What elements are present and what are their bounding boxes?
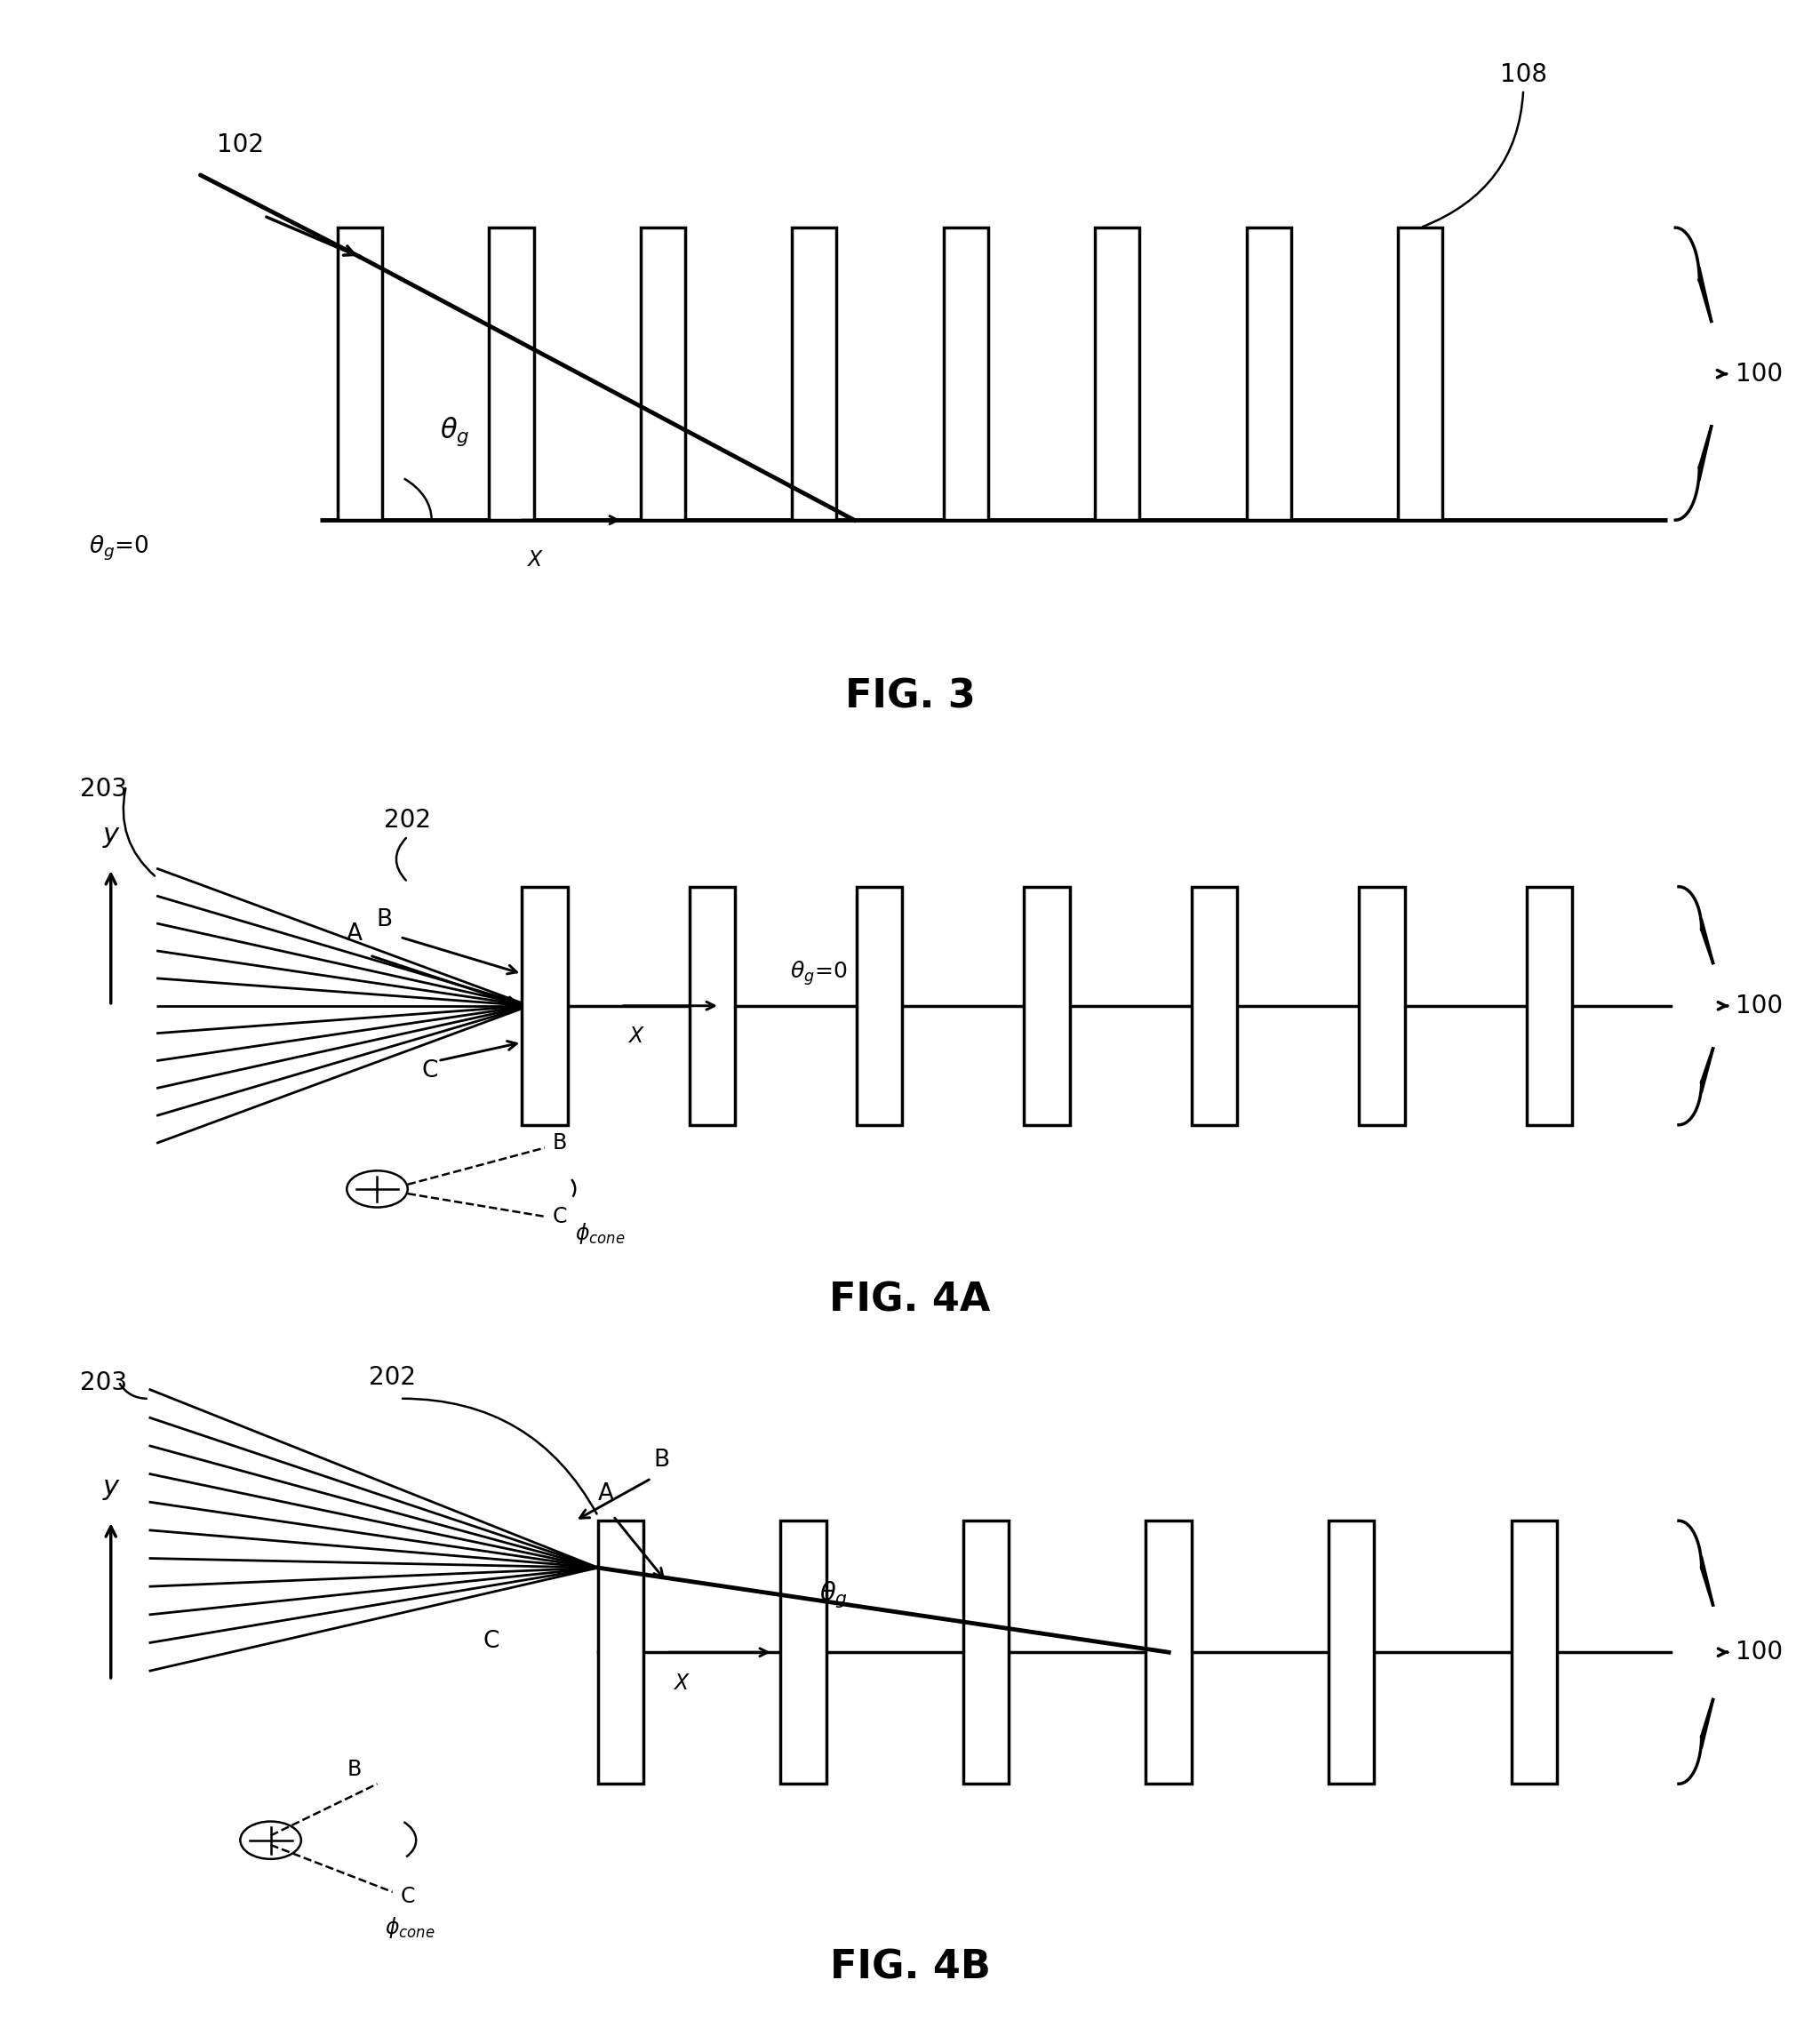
Text: 100: 100 — [1736, 994, 1784, 1018]
Bar — [1247, 228, 1290, 519]
Bar — [1025, 888, 1070, 1124]
Text: $\theta_g$: $\theta_g$ — [819, 1580, 848, 1610]
Text: y: y — [104, 823, 118, 849]
Bar — [792, 228, 837, 519]
Text: X: X — [528, 550, 542, 570]
Text: C: C — [400, 1885, 415, 1908]
Text: B: B — [551, 1132, 566, 1154]
Bar — [1527, 888, 1572, 1124]
Text: $\phi_{cone}$: $\phi_{cone}$ — [384, 1916, 435, 1940]
Text: FIG. 4A: FIG. 4A — [830, 1281, 990, 1319]
Bar — [690, 888, 735, 1124]
Text: $\theta_g$=0: $\theta_g$=0 — [790, 959, 848, 987]
Text: $\theta_g$=0: $\theta_g$=0 — [89, 533, 149, 562]
Text: C: C — [422, 1059, 439, 1083]
Text: y: y — [104, 1474, 118, 1501]
Text: A: A — [597, 1482, 613, 1505]
Bar — [1329, 1521, 1374, 1784]
Text: B: B — [377, 908, 393, 930]
Text: 203: 203 — [80, 776, 127, 802]
Text: X: X — [673, 1674, 688, 1694]
Text: 100: 100 — [1736, 1639, 1784, 1665]
Text: C: C — [484, 1631, 499, 1653]
Bar — [1360, 888, 1405, 1124]
Bar — [522, 888, 568, 1124]
Text: 100: 100 — [1734, 362, 1782, 387]
Text: 108: 108 — [1423, 63, 1547, 226]
Text: B: B — [348, 1759, 360, 1779]
Text: 102: 102 — [217, 132, 264, 157]
Bar — [641, 228, 684, 519]
Bar — [599, 1521, 644, 1784]
Bar — [1096, 228, 1139, 519]
Bar — [857, 888, 903, 1124]
Bar — [781, 1521, 826, 1784]
Text: C: C — [551, 1205, 568, 1228]
Text: 202: 202 — [384, 808, 431, 833]
Text: B: B — [653, 1448, 670, 1472]
Text: $\theta_g$: $\theta_g$ — [440, 415, 470, 448]
Bar — [337, 228, 382, 519]
Bar — [1147, 1521, 1192, 1784]
Text: A: A — [346, 922, 362, 945]
Bar — [963, 1521, 1008, 1784]
Bar — [1511, 1521, 1556, 1784]
Bar — [943, 228, 988, 519]
Text: X: X — [628, 1026, 642, 1047]
Bar — [1398, 228, 1443, 519]
Text: FIG. 4B: FIG. 4B — [830, 1948, 990, 1987]
Text: 203: 203 — [80, 1370, 127, 1395]
Text: 202: 202 — [369, 1364, 417, 1391]
Text: FIG. 3: FIG. 3 — [844, 678, 976, 717]
Bar — [1192, 888, 1238, 1124]
Text: $\phi_{cone}$: $\phi_{cone}$ — [575, 1222, 626, 1246]
Bar — [490, 228, 533, 519]
